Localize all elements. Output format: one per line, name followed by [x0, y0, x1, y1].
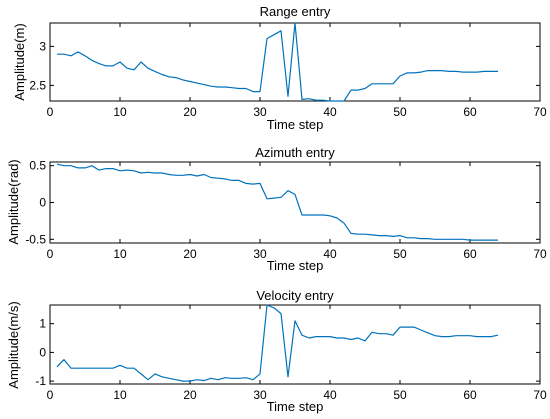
x-tick-label: 40 [323, 388, 337, 402]
y-axis-label: Amplitude(m/s) [6, 301, 21, 388]
x-tick-label: 10 [113, 105, 127, 119]
y-tick-label: 1 [39, 317, 46, 331]
x-axis-label: Time step [267, 399, 324, 414]
x-tick-label: 60 [463, 247, 477, 261]
series-line [56, 163, 498, 241]
y-tick-label: 3 [39, 39, 46, 53]
x-tick-label: 0 [47, 247, 54, 261]
x-tick-label: 40 [323, 105, 337, 119]
x-tick-label: 40 [323, 247, 337, 261]
x-tick-label: 70 [533, 388, 547, 402]
x-tick-label: 10 [113, 247, 127, 261]
x-tick-label: 50 [393, 105, 407, 119]
x-tick-label: 50 [393, 247, 407, 261]
x-tick-label: 50 [393, 388, 407, 402]
x-tick-label: 70 [533, 105, 547, 119]
series-line [57, 22, 498, 102]
x-tick-label: 30 [253, 388, 267, 402]
tick-layer: 0 10 20 30 40 50 60 70-101 [35, 305, 547, 402]
y-tick-label: -1 [35, 374, 46, 388]
subplot-azimuth: Azimuth entry 0 10 20 30 40 50 60 70-0.500.5 Ti… [6, 145, 547, 273]
x-tick-label: 20 [183, 388, 197, 402]
y-axis-label: Amplitude(m) [12, 23, 27, 100]
y-tick-label: 0 [39, 345, 46, 359]
x-tick-label: 60 [463, 105, 477, 119]
x-tick-label: 20 [183, 247, 197, 261]
y-tick-label: 0.5 [29, 159, 46, 173]
x-tick-label: 0 [47, 105, 54, 119]
x-tick-label: 20 [183, 105, 197, 119]
x-axis-label: Time step [267, 117, 324, 132]
subplot-title: Range entry [260, 4, 331, 19]
x-axis-label: Time step [267, 258, 324, 273]
plot-area [49, 161, 541, 244]
tick-layer: 0 10 20 30 40 50 60 70 2.5 3 [29, 23, 547, 119]
subplot-range: Range entry 0 10 20 30 40 50 60 70 2.5 3 Time ste… [12, 4, 547, 132]
series-line [56, 304, 499, 382]
y-tick-label: 2.5 [29, 78, 46, 92]
tick-layer: 0 10 20 30 40 50 60 70-0.500.5 [25, 159, 547, 261]
y-tick-label: 0 [39, 196, 46, 210]
subplot-velocity: Velocity entry 0 10 20 30 40 50 60 70-101 Time … [6, 288, 547, 414]
x-tick-label: 10 [113, 388, 127, 402]
y-tick-label: -0.5 [25, 232, 46, 246]
x-tick-label: 30 [253, 105, 267, 119]
x-tick-label: 70 [533, 247, 547, 261]
plot-area [49, 22, 541, 102]
subplot-title: Velocity entry [256, 288, 334, 303]
plot-area [49, 304, 541, 385]
x-tick-label: 60 [463, 388, 477, 402]
y-axis-label: Amplitude(rad) [6, 159, 21, 244]
x-tick-label: 0 [47, 388, 54, 402]
subplot-title: Azimuth entry [255, 145, 335, 160]
x-tick-label: 30 [253, 247, 267, 261]
